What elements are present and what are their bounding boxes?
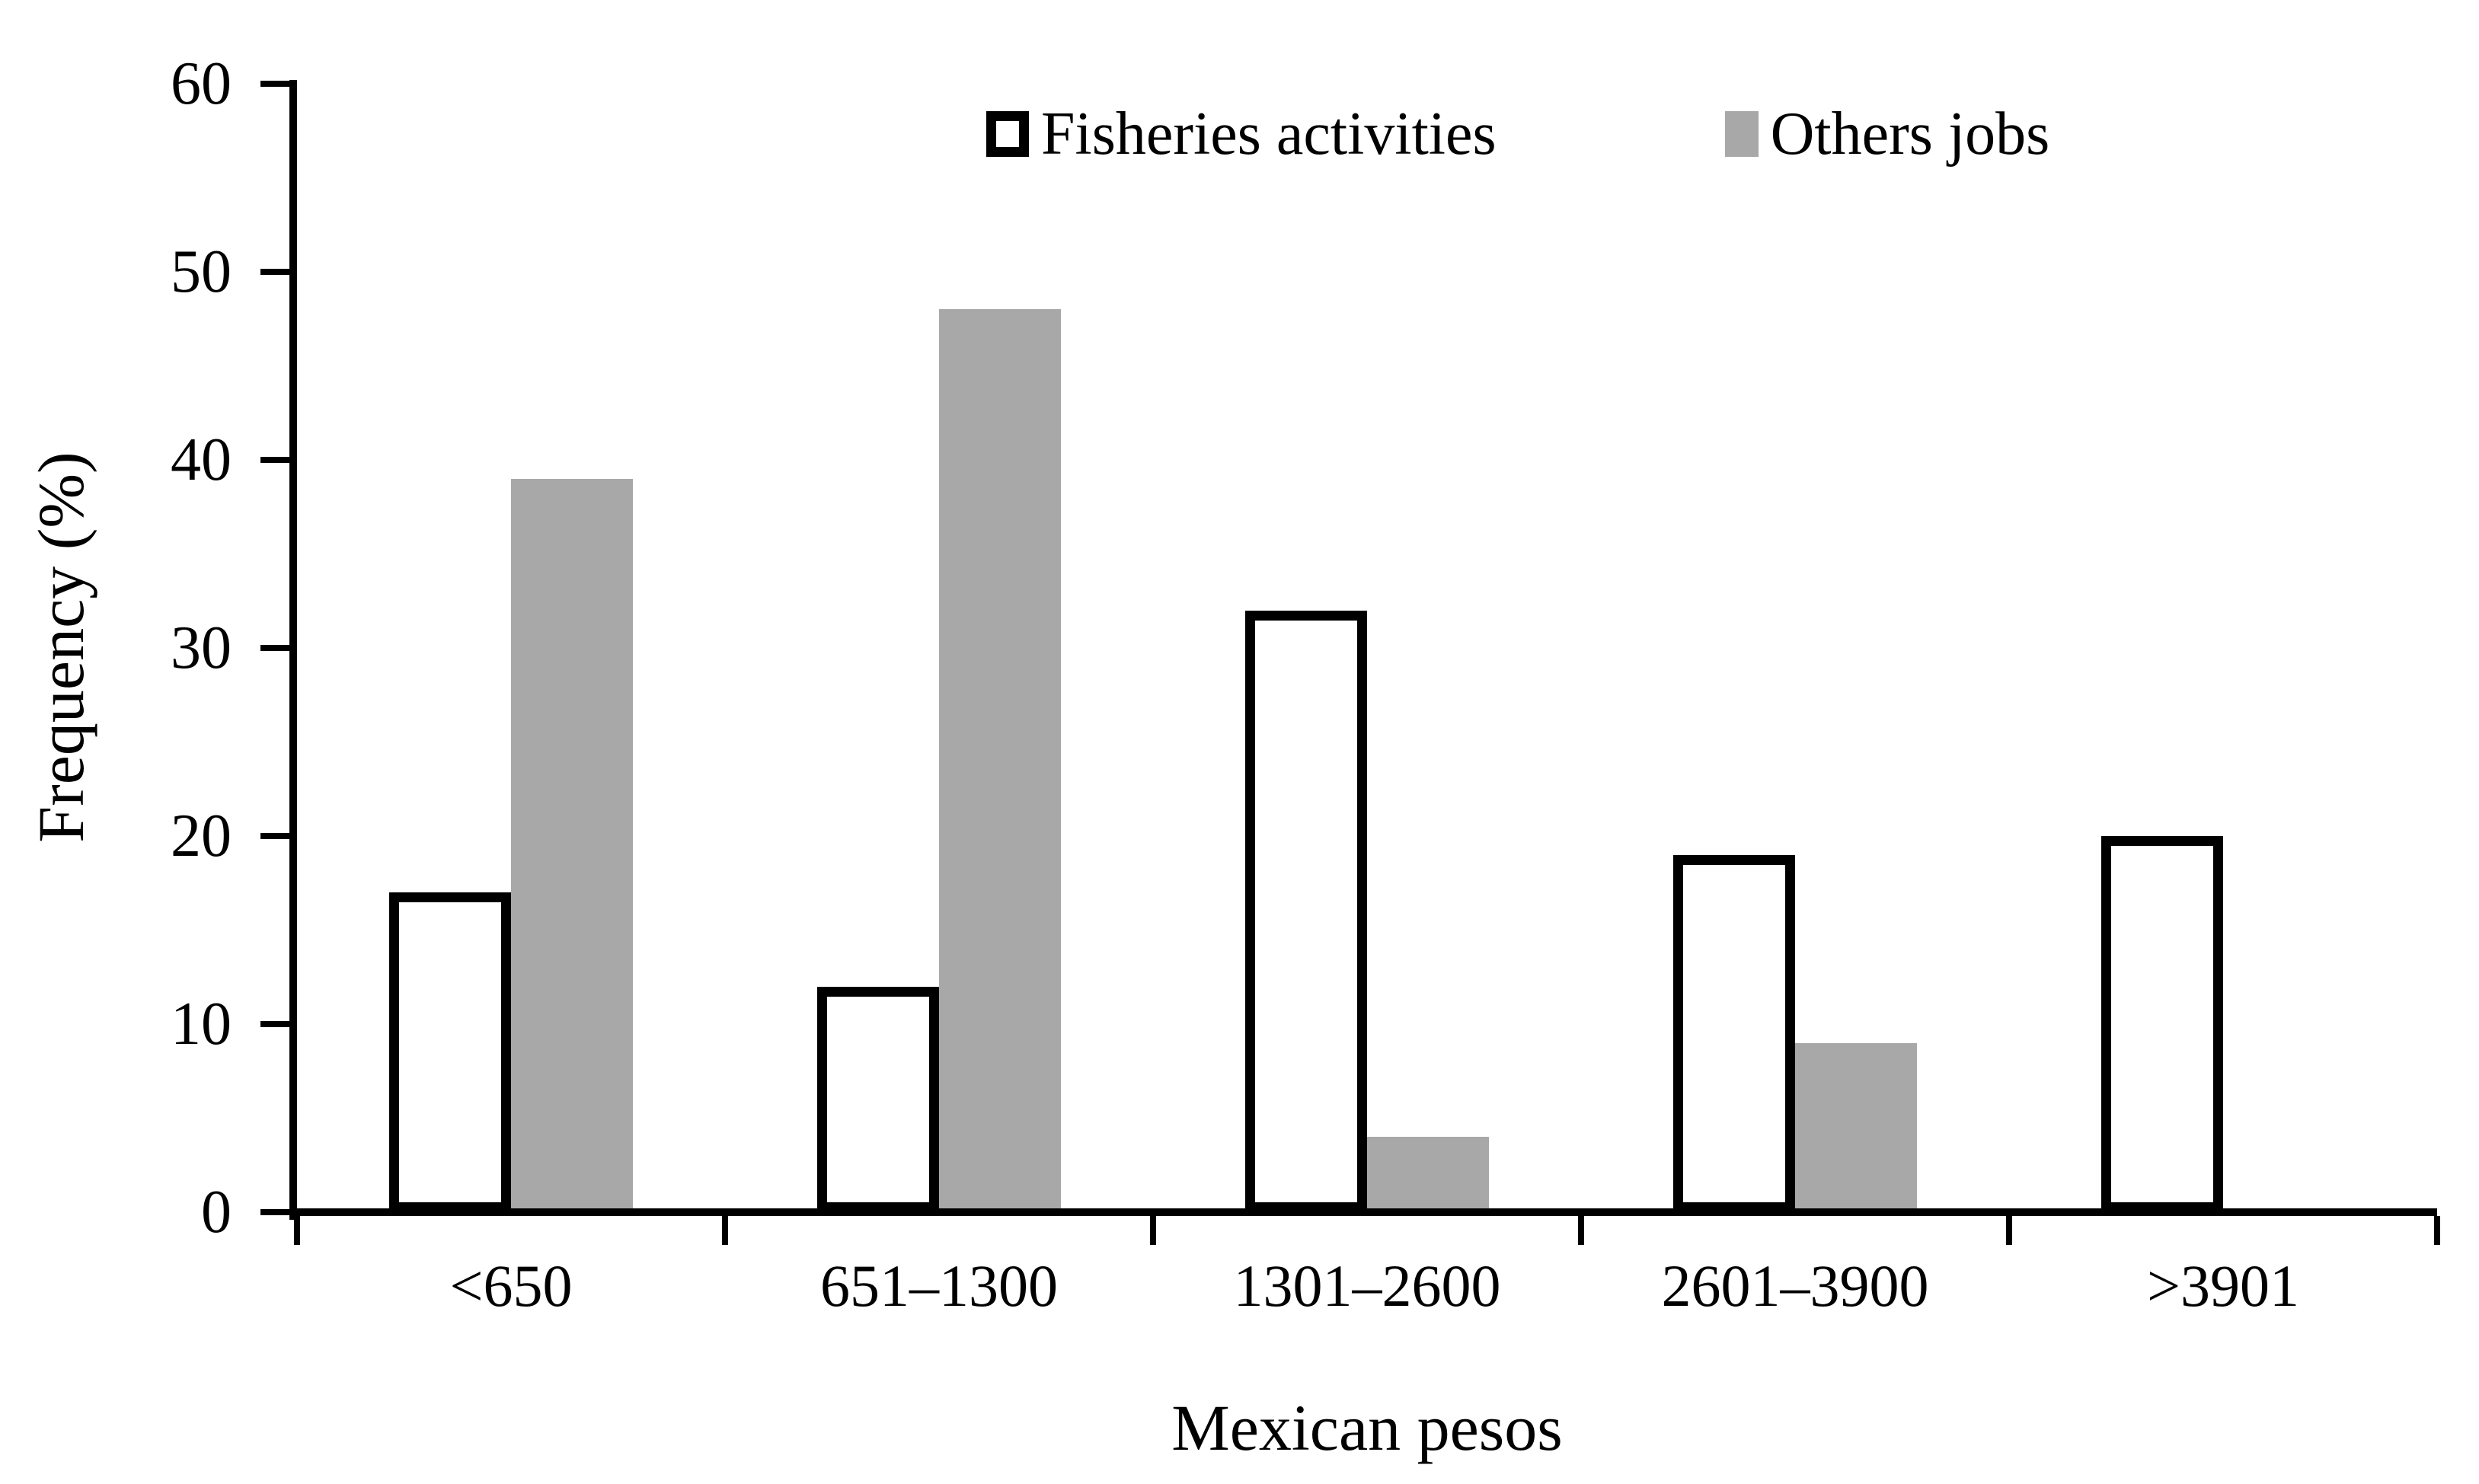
y-tick-label-40: 40 xyxy=(171,426,232,493)
bar-fisheries-0 xyxy=(389,892,511,1212)
y-tick-60 xyxy=(260,81,289,87)
x-tick-1 xyxy=(722,1216,728,1245)
legend: Fisheries activities Others jobs xyxy=(986,97,2049,171)
bar-others-1 xyxy=(939,309,1061,1212)
y-tick-20 xyxy=(260,833,289,839)
legend-label-fisheries: Fisheries activities xyxy=(1041,101,1497,168)
y-tick-label-30: 30 xyxy=(171,614,232,681)
legend-item-fisheries: Fisheries activities xyxy=(986,97,1497,171)
legend-item-others: Others jobs xyxy=(1724,97,2050,171)
bar-fisheries-2 xyxy=(1245,611,1367,1212)
x-axis-line xyxy=(289,1208,2437,1216)
y-tick-10 xyxy=(260,1021,289,1027)
bar-fisheries-1 xyxy=(817,987,939,1212)
y-tick-label-10: 10 xyxy=(171,991,232,1058)
x-tick-3 xyxy=(1578,1216,1584,1245)
x-tick-5 xyxy=(2434,1216,2440,1245)
x-tick-label-3: 2601–3900 xyxy=(1661,1253,1929,1319)
x-axis-title: Mexican pesos xyxy=(1171,1391,1563,1464)
x-tick-label-4: >3901 xyxy=(2147,1253,2299,1319)
y-tick-0 xyxy=(260,1209,289,1215)
legend-label-others: Others jobs xyxy=(1770,101,2050,168)
plot-area: Fisheries activities Others jobs 0 10 20 30… xyxy=(171,53,2440,1316)
x-tick-label-1: 651–1300 xyxy=(820,1253,1058,1319)
y-tick-label-20: 20 xyxy=(171,803,232,870)
legend-swatch-fisheries-icon xyxy=(986,111,1029,157)
bar-others-3 xyxy=(1795,1043,1917,1212)
y-tick-label-60: 60 xyxy=(171,50,232,117)
y-tick-label-0: 0 xyxy=(201,1179,232,1246)
x-tick-label-2: 1301–2600 xyxy=(1233,1253,1501,1319)
y-axis-title: Frequency (%) xyxy=(24,452,97,843)
y-axis-line xyxy=(289,80,297,1220)
x-tick-4 xyxy=(2006,1216,2012,1245)
y-tick-30 xyxy=(260,645,289,651)
x-tick-0 xyxy=(294,1216,300,1245)
bar-others-0 xyxy=(511,479,633,1212)
x-tick-2 xyxy=(1150,1216,1156,1245)
y-tick-label-50: 50 xyxy=(171,238,232,305)
y-tick-50 xyxy=(260,269,289,275)
bar-fisheries-4 xyxy=(2101,836,2223,1212)
x-tick-label-0: <650 xyxy=(449,1253,573,1319)
bar-others-2 xyxy=(1367,1137,1489,1212)
legend-swatch-others-icon xyxy=(1724,111,1759,157)
y-tick-40 xyxy=(260,457,289,463)
bar-fisheries-3 xyxy=(1673,855,1795,1212)
